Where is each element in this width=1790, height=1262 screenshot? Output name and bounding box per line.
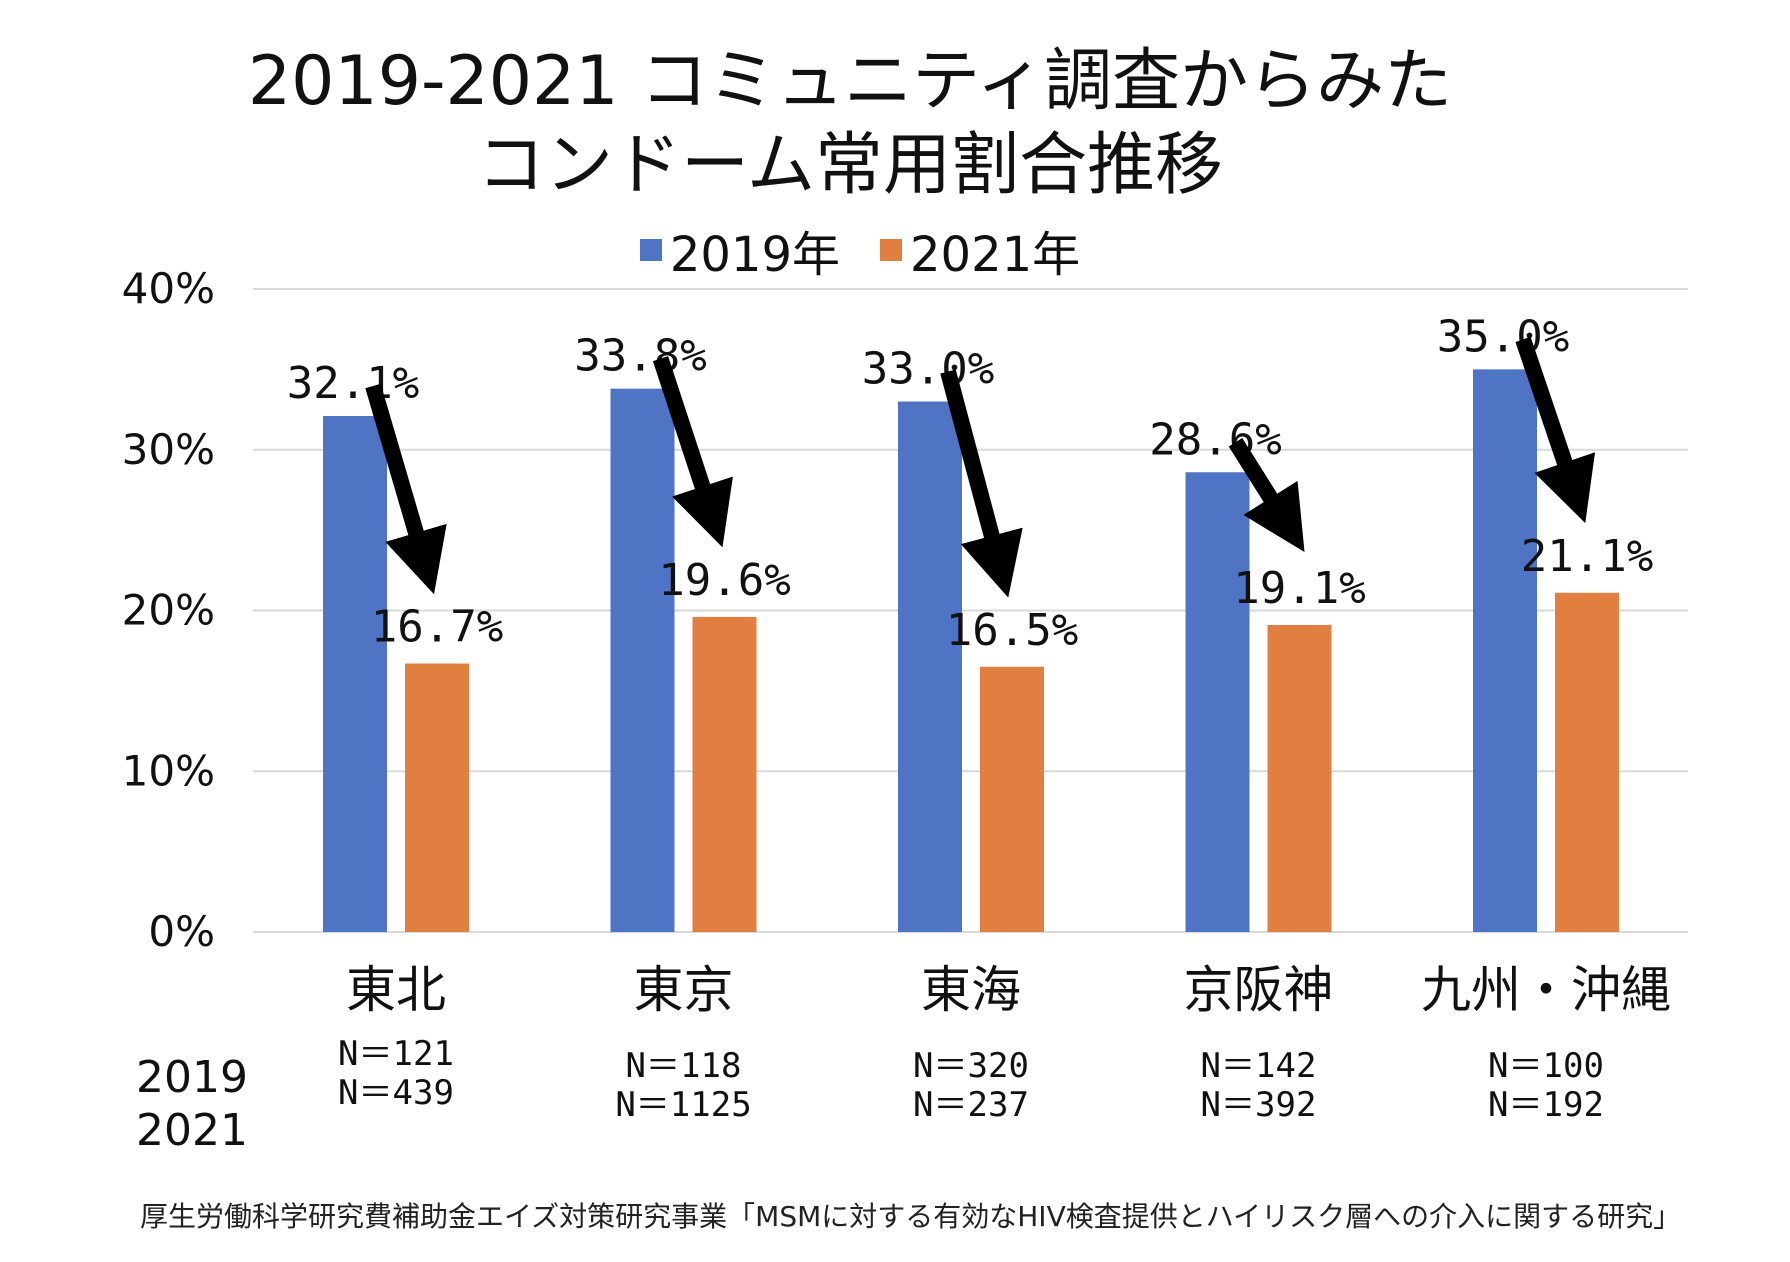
y-tick-label: 10%	[122, 746, 215, 795]
y-tick-label: 20%	[122, 586, 215, 635]
bar-2019	[610, 388, 675, 932]
x-category-label: 京阪神	[1184, 961, 1334, 1019]
sample-size-2021: N＝1125	[615, 1085, 751, 1125]
trend-arrow	[940, 369, 1023, 598]
data-label-2019: 33.8%	[574, 331, 706, 382]
n-row-label-2019: 2019	[136, 1052, 248, 1103]
sample-size-2019: N＝100	[1488, 1046, 1604, 1086]
sample-size-2019: N＝121	[338, 1034, 454, 1074]
sample-size-2019: N＝118	[626, 1046, 742, 1086]
chart-title-line2: コンドーム常用割合推移	[477, 126, 1223, 205]
chart-title-line1: 2019-2021 コミュニティ調査からみた	[247, 42, 1453, 121]
bar-2019	[898, 401, 962, 932]
legend-swatch-2019	[639, 239, 662, 261]
data-label-2021: 16.7%	[371, 602, 503, 653]
trend-arrow	[652, 356, 733, 548]
sample-size-2019: N＝320	[913, 1046, 1029, 1086]
bar-2019	[1473, 369, 1537, 932]
legend-label-2019: 2019年	[669, 227, 840, 283]
sample-size-2021: N＝392	[1201, 1085, 1317, 1125]
data-label-2019: 32.1%	[287, 358, 419, 409]
y-tick-label: 0%	[148, 907, 215, 956]
data-label-2021: 19.1%	[1233, 563, 1365, 614]
x-category-label: 九州・沖縄	[1421, 961, 1671, 1019]
data-label-2019: 33.0%	[862, 344, 994, 395]
data-label-2021: 21.1%	[1521, 531, 1653, 582]
n-row-label-2021: 2021	[136, 1105, 248, 1156]
y-tick-label: 30%	[122, 425, 215, 474]
y-tick-label: 40%	[122, 264, 215, 313]
trend-arrow	[365, 383, 447, 595]
legend-item-2021: 2021年	[880, 215, 1080, 285]
bar-2021	[405, 663, 469, 932]
footnote: 厚生労働科学研究費補助金エイズ対策研究事業「MSMに対する有効なHIV検査提供と…	[140, 1200, 1682, 1233]
sample-size-2021: N＝237	[913, 1085, 1029, 1125]
bar-2021	[980, 666, 1044, 932]
legend: 2019年 2021年	[0, 215, 1720, 285]
sample-size-2019: N＝142	[1201, 1046, 1317, 1086]
bar-2021	[1555, 592, 1619, 932]
bar-2019	[1185, 472, 1250, 932]
legend-swatch-2021	[880, 239, 902, 261]
sample-size-2021: N＝192	[1488, 1085, 1604, 1125]
x-category-label: 東京	[634, 961, 734, 1019]
data-label-2021: 16.5%	[946, 605, 1078, 656]
x-category-label: 東海	[921, 961, 1021, 1019]
data-label-2021: 19.6%	[658, 555, 790, 606]
legend-label-2021: 2021年	[910, 227, 1081, 283]
x-category-label: 東北	[346, 961, 446, 1019]
data-label-2019: 35.0%	[1437, 311, 1569, 362]
bar-2021	[692, 616, 757, 932]
sample-size-2021: N＝439	[338, 1073, 454, 1113]
trend-arrow	[1515, 336, 1596, 524]
trend-arrow	[1228, 437, 1305, 553]
data-label-2019: 28.6%	[1149, 414, 1281, 465]
legend-item-2019: 2019年	[639, 215, 840, 285]
chart-title: 2019-2021 コミュニティ調査からみた コンドーム常用割合推移	[0, 40, 1700, 208]
bar-2019	[323, 415, 387, 932]
bar-2021	[1267, 624, 1332, 932]
